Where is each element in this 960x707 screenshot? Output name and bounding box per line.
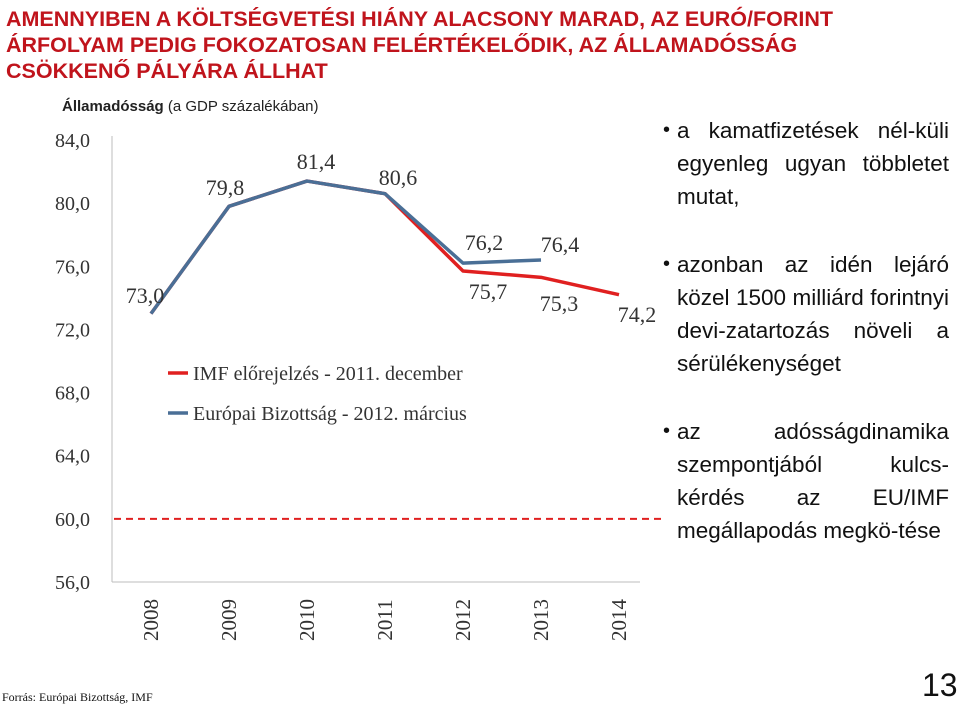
x-tick-label: 2010 [295, 599, 319, 641]
data-label: 80,6 [379, 165, 418, 190]
title-line-1: AMENNYIBEN A KÖLTSÉGVETÉSI HIÁNY ALACSON… [6, 7, 833, 31]
subtitle-bold: Államadósság [62, 98, 164, 115]
x-tick-label: 2008 [139, 599, 163, 641]
data-label: 76,4 [541, 232, 580, 257]
y-tick-label: 64,0 [55, 446, 90, 468]
y-tick-label: 60,0 [55, 509, 90, 531]
x-tick-label: 2013 [529, 599, 553, 641]
bullet-item: az adósságdinamika szempontjából kulcs-k… [663, 415, 949, 547]
title-line-3: CSÖKKENŐ PÁLYÁRA ÁLLHAT [6, 59, 328, 83]
data-label: 81,4 [297, 149, 336, 174]
bullet-list: a kamatfizetések nél-küli egyenleg ugyan… [663, 114, 949, 547]
x-tick-label: 2011 [373, 599, 397, 640]
legend-label: IMF előrejelzés - 2011. december [193, 363, 463, 385]
data-label: 76,2 [465, 230, 504, 255]
y-tick-label: 76,0 [55, 256, 90, 278]
legend-label: Európai Bizottság - 2012. március [193, 403, 467, 425]
series-line-ec [149, 179, 542, 315]
x-tick-label: 2012 [451, 599, 475, 641]
y-tick-label: 80,0 [55, 193, 90, 215]
y-tick-label: 56,0 [55, 572, 90, 594]
bullet-item: a kamatfizetések nél-küli egyenleg ugyan… [663, 114, 949, 213]
y-tick-label: 72,0 [55, 319, 90, 341]
slide-title: AMENNYIBEN A KÖLTSÉGVETÉSI HIÁNY ALACSON… [6, 6, 956, 84]
data-label: 73,0 [126, 283, 165, 308]
data-label: 75,7 [469, 279, 508, 304]
data-label: 75,3 [540, 291, 579, 316]
subtitle-rest: (a GDP százalékában) [163, 98, 319, 115]
x-tick-label: 2009 [217, 599, 241, 641]
source-note: Forrás: Európai Bizottság, IMF [2, 690, 153, 704]
page-number: 13 [922, 667, 958, 703]
data-label: 79,8 [206, 175, 245, 200]
bullet-item: azonban az idén lejáró közel 1500 milliá… [663, 248, 949, 380]
x-tick-label: 2014 [607, 599, 631, 642]
data-label: 74,2 [618, 302, 657, 327]
y-tick-label: 68,0 [55, 383, 90, 405]
chart-subtitle: Államadósság (a GDP százalékában) [62, 98, 319, 115]
title-line-2: ÁRFOLYAM PEDIG FOKOZATOSAN FELÉRTÉKELŐDI… [6, 33, 798, 57]
y-tick-label: 84,0 [55, 130, 90, 152]
